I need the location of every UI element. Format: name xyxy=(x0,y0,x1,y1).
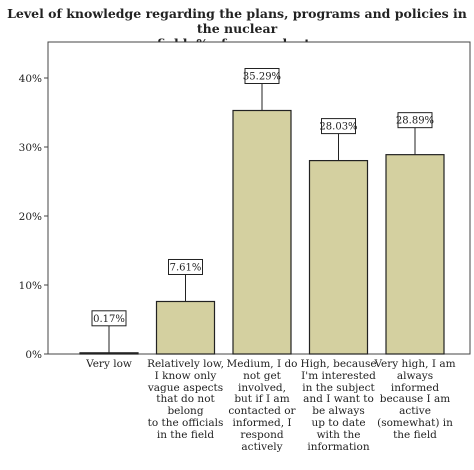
bar xyxy=(308,159,369,355)
data-label-box xyxy=(397,112,433,129)
data-label: 28.89% xyxy=(396,116,434,127)
category-label: Relatively low, I know only vague aspect… xyxy=(147,358,224,441)
data-label-box xyxy=(168,258,203,275)
bars xyxy=(79,109,445,355)
y-tick-label: 30% xyxy=(19,142,42,154)
category-label: Medium, I do not get involved, but if I … xyxy=(226,358,298,453)
data-label: 0.17% xyxy=(93,314,125,325)
y-axis: 0% 10% 20% 30% 40% xyxy=(19,73,48,361)
data-label: 35.29% xyxy=(243,71,281,82)
category-label: High, because I'm interested in the subj… xyxy=(300,358,377,453)
bar xyxy=(79,352,139,355)
data-labels: 0.17% 7.61% 35.29% 28.03% 28.89% xyxy=(91,67,434,353)
y-tick-label: 0% xyxy=(25,349,42,361)
y-tick-label: 40% xyxy=(19,73,42,85)
category-label: Very high, I am always informed because … xyxy=(374,358,456,441)
bar xyxy=(155,300,216,355)
data-label-box xyxy=(321,118,356,135)
bar xyxy=(385,154,445,355)
data-label: 28.03% xyxy=(319,122,357,133)
data-label-box xyxy=(244,67,280,84)
bar xyxy=(232,109,292,355)
category-label: Very low xyxy=(86,358,132,370)
y-tick-label: 20% xyxy=(19,211,42,223)
y-tick-label: 10% xyxy=(19,280,42,292)
data-label-box xyxy=(91,310,127,327)
data-label: 7.61% xyxy=(170,262,202,273)
